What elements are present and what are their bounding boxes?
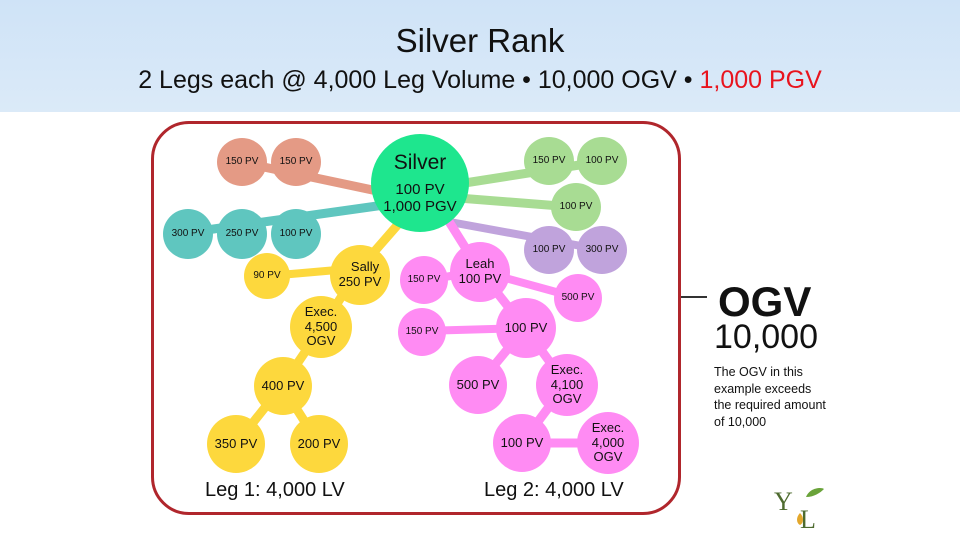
leg2-exec1-volume: 4,100: [550, 376, 584, 392]
ogv-note: The OGV in this example exceeds the requ…: [714, 365, 826, 429]
node-150pv-top-right: 150 PV: [524, 137, 574, 185]
leg2-label: Leg 2: 4,000 LV: [484, 479, 624, 501]
leg1-exec-node: Exec. 4,500 OGV: [290, 296, 352, 358]
node-250pv-left: 250 PV: [217, 209, 267, 259]
leg1-exec-volume: 4,500: [304, 318, 338, 334]
leah-node: Leah 100 PV: [450, 242, 510, 302]
page-subtitle: 2 Legs each @ 4,000 Leg Volume • 10,000 …: [0, 66, 960, 95]
leg1-exec-unit: OGV: [306, 333, 336, 349]
silver-center-node: Silver 100 PV 1,000 PGV: [371, 134, 469, 232]
node-300pv-left: 300 PV: [163, 209, 213, 259]
subtitle-main: 2 Legs each @ 4,000 Leg Volume • 10,000 …: [138, 66, 700, 94]
page-title: Silver Rank: [395, 22, 565, 59]
silver-name: Silver: [393, 150, 447, 174]
leah-name: Leah: [465, 256, 495, 272]
node-200pv: 200 PV: [290, 415, 348, 473]
node-500pv-leg2: 500 PV: [449, 356, 507, 414]
node-90pv: 90 PV: [244, 253, 290, 299]
node-150pv-top-left-1: 150 PV: [217, 138, 267, 186]
ogv-label: OGV: [718, 278, 812, 325]
node-100pv-leg2-a: 100 PV: [496, 298, 556, 358]
leg1-label: Leg 1: 4,000 LV: [205, 479, 345, 501]
leg2-exec1-unit: OGV: [552, 391, 582, 407]
svg-text:Y: Y: [774, 487, 793, 516]
leg2-exec-node-1: Exec. 4,100 OGV: [536, 354, 598, 416]
leah-pv: 100 PV: [458, 271, 502, 286]
header-banner: [0, 0, 960, 112]
leg2-exec1-title: Exec.: [550, 361, 584, 377]
node-150pv-mid-a: 150 PV: [400, 256, 448, 304]
leg2-exec2-volume: 4,000: [591, 434, 625, 450]
node-100pv-right-lavender: 100 PV: [524, 226, 574, 274]
ogv-value: 10,000: [714, 318, 818, 356]
sally-name: Sally: [350, 259, 380, 275]
node-400pv: 400 PV: [254, 357, 312, 415]
subtitle-highlight: 1,000 PGV: [699, 66, 822, 94]
node-300pv-right-lavender: 300 PV: [577, 226, 627, 274]
sally-node: Sally 250 PV: [330, 245, 390, 305]
leg2-exec-node-2: Exec. 4,000 OGV: [577, 412, 639, 474]
silver-pv: 100 PV: [395, 180, 445, 198]
node-100pv-leg2-b: 100 PV: [493, 414, 551, 472]
sally-pv: 250 PV: [338, 274, 382, 289]
svg-text:L: L: [800, 505, 816, 531]
node-350pv: 350 PV: [207, 415, 265, 473]
silver-pgv: 1,000 PGV: [383, 198, 457, 216]
leg2-exec2-title: Exec.: [591, 419, 625, 435]
leg1-exec-title: Exec.: [304, 303, 338, 319]
node-100pv-right-green: 100 PV: [551, 183, 601, 231]
leg2-exec2-unit: OGV: [593, 449, 623, 465]
node-100pv-left: 100 PV: [271, 209, 321, 259]
ogv-connector-line: [681, 296, 707, 298]
organization-frame: [151, 121, 681, 515]
node-100pv-top-right: 100 PV: [577, 137, 627, 185]
node-150pv-mid-b: 150 PV: [398, 308, 446, 356]
node-150pv-top-left-2: 150 PV: [271, 138, 321, 186]
young-living-logo-icon: Y L: [774, 487, 824, 531]
node-500pv-right: 500 PV: [554, 274, 602, 322]
